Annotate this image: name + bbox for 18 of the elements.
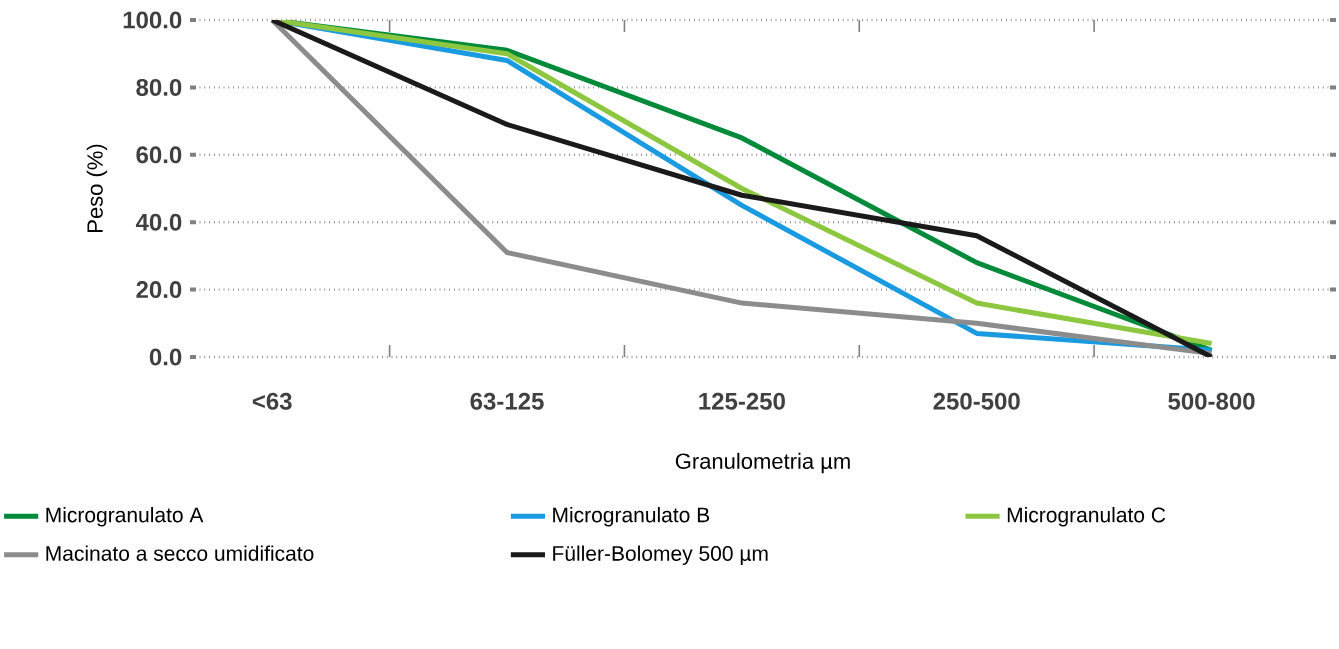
legend-label: Microgranulato A	[46, 506, 204, 527]
y-tick-label: 40.0	[135, 213, 182, 231]
y-tick-label: 0.0	[149, 348, 182, 366]
y-tick-label: 80.0	[136, 78, 182, 96]
legend-label: Macinato a secco umidificato	[46, 545, 314, 561]
y-tick-label: 100.0	[123, 11, 182, 29]
x-tick-label: 63-125	[470, 392, 544, 410]
x-tick-label: 500-800	[1168, 392, 1255, 410]
x-tick-label: <63	[252, 392, 292, 410]
x-axis-title: Granulometria µm	[675, 452, 850, 474]
y-axis-title: Peso (%)	[86, 144, 108, 232]
x-tick-label: 125-250	[699, 392, 785, 410]
legend-label: Füller-Bolomey 500 µm	[553, 545, 768, 566]
y-tick-label: 20.0	[136, 281, 182, 299]
x-tick-label: 250-500	[933, 392, 1020, 410]
legend-label: Microgranulato C	[1007, 506, 1166, 527]
legend-label: Microgranulato B	[553, 506, 710, 527]
y-tick-label: 60.0	[136, 146, 182, 164]
